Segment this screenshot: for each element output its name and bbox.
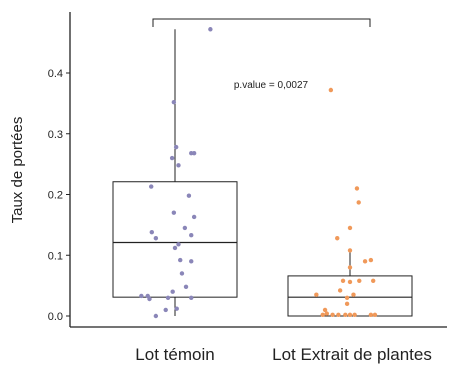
data-point: [347, 265, 353, 270]
data-point: [182, 225, 188, 231]
data-point: [171, 99, 177, 105]
data-point: [176, 242, 181, 247]
data-point: [362, 259, 368, 264]
data-point: [368, 312, 374, 317]
data-point: [347, 279, 353, 285]
data-point: [368, 257, 374, 263]
data-point: [149, 229, 154, 235]
data-point: [336, 312, 341, 317]
data-point: [347, 248, 353, 253]
data-point: [163, 307, 168, 313]
data-point: [357, 278, 362, 283]
data-point: [183, 284, 189, 290]
data-point: [371, 278, 376, 283]
category-label: Lot Extrait de plantes: [272, 345, 432, 364]
data-point: [208, 27, 213, 32]
data-point: [139, 293, 144, 299]
data-point: [335, 236, 340, 241]
data-point: [343, 312, 348, 317]
data-point: [171, 210, 177, 215]
data-point: [324, 311, 329, 316]
data-point: [189, 233, 194, 238]
data-point: [322, 307, 328, 313]
data-point: [169, 155, 175, 161]
data-point: [153, 313, 159, 319]
data-point: [174, 306, 179, 311]
p-value-annotation: p.value = 0,0027: [234, 80, 309, 91]
data-point: [189, 259, 194, 264]
data-point: [147, 296, 152, 302]
data-point: [320, 312, 325, 317]
data-point: [352, 312, 357, 317]
data-point: [170, 289, 175, 294]
data-point: [186, 193, 192, 198]
boxes: [112, 29, 413, 317]
data-point: [354, 186, 360, 191]
data-point: [356, 200, 361, 205]
y-tick-label: 0.1: [48, 250, 63, 262]
data-point: [372, 312, 378, 317]
data-point: [337, 288, 343, 293]
y-axis-label: Taux de portées: [9, 117, 26, 224]
data-point: [149, 184, 154, 189]
y-tick-label: 0.0: [48, 311, 63, 323]
data-point: [176, 163, 181, 168]
y-tick-label: 0.2: [48, 190, 63, 202]
data-point: [314, 292, 319, 297]
box: [112, 181, 238, 298]
data-point: [330, 312, 335, 317]
data-point: [179, 271, 185, 276]
y-tick-label: 0.4: [48, 68, 63, 80]
data-point: [173, 144, 179, 150]
category-labels: Lot témoin Lot Extrait de plantes: [135, 345, 432, 364]
data-point: [344, 295, 350, 300]
data-point: [178, 257, 183, 263]
category-label: Lot témoin: [135, 345, 214, 364]
data-point: [165, 295, 171, 300]
y-tick-label: 0.3: [48, 129, 63, 141]
data-point: [191, 214, 197, 220]
data-point: [347, 312, 353, 317]
data-point: [153, 236, 159, 241]
data-point: [340, 278, 346, 283]
data-point: [351, 292, 356, 297]
data-point: [344, 301, 350, 307]
data-point: [172, 245, 178, 251]
data-point: [347, 225, 353, 231]
data-points: [139, 27, 378, 319]
y-ticks: 0.0 0.1 0.2 0.3 0.4: [48, 68, 70, 323]
data-point: [189, 295, 194, 300]
data-point: [191, 150, 197, 156]
significance-bracket: [152, 18, 371, 27]
data-point: [328, 87, 334, 93]
bracket-line: [152, 18, 371, 27]
axes: [69, 12, 447, 328]
